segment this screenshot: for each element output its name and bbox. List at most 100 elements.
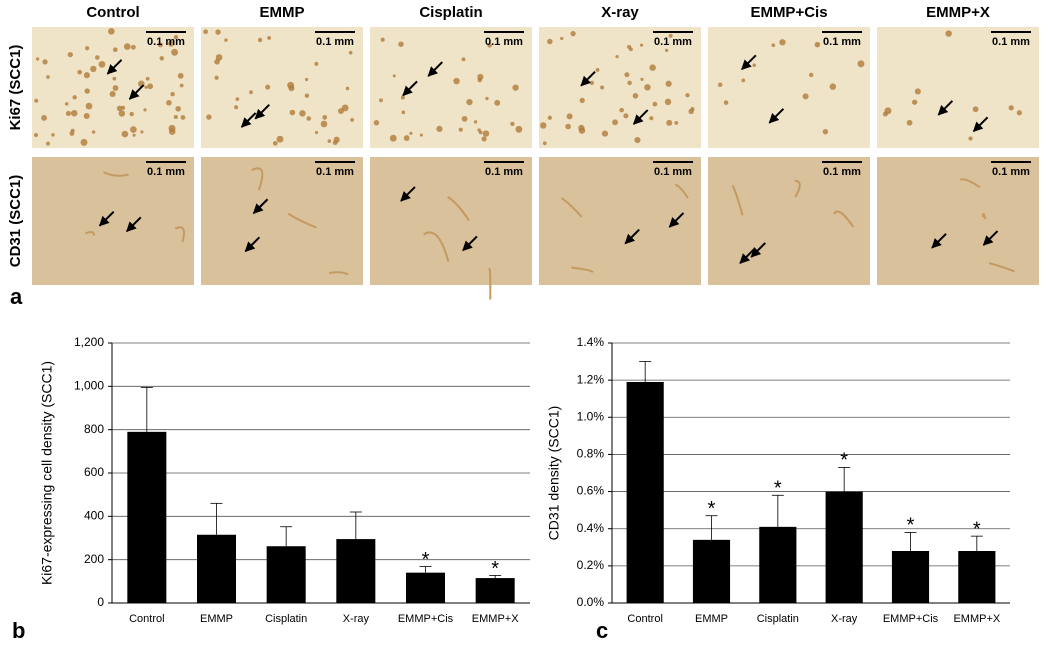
arrow (128, 84, 145, 100)
stained-cell (327, 139, 332, 143)
stained-cell (64, 102, 69, 106)
y-tick-label: 400 (84, 509, 104, 523)
stained-cell (632, 93, 639, 99)
stained-cell (644, 84, 651, 91)
significance-marker: * (491, 558, 499, 580)
stained-cell (84, 88, 90, 94)
stained-cell (542, 141, 547, 146)
stained-cell (91, 130, 96, 134)
stained-cell (674, 121, 679, 125)
bar (825, 491, 863, 603)
x-tick-label: EMMP+X (953, 613, 1000, 625)
x-tick-label: Control (129, 613, 164, 625)
arrow (580, 70, 596, 87)
stained-cell (215, 54, 223, 61)
arrow (240, 112, 257, 128)
column-header: X-ray (601, 4, 639, 21)
arrow (982, 230, 999, 246)
y-tick-label: 0.2% (577, 558, 605, 572)
stained-cell (857, 60, 865, 68)
stained-cell (494, 99, 501, 106)
stained-cell (337, 108, 344, 115)
error-bar (705, 515, 718, 540)
error-bar (489, 575, 502, 579)
stained-cell (173, 34, 179, 40)
stained-cell (83, 112, 90, 119)
stained-cell (287, 81, 295, 89)
stained-cell (566, 113, 573, 120)
stained-cell (171, 48, 179, 56)
vessel (674, 183, 689, 199)
stained-cell (168, 40, 175, 47)
y-tick-label: 1.4% (577, 335, 605, 349)
stained-cell (717, 82, 723, 88)
stained-cell (473, 120, 478, 124)
stained-cell (1016, 110, 1022, 116)
stained-cell (771, 43, 776, 48)
stained-cell (109, 90, 116, 98)
scale-bar-label: 0.1 mm (147, 36, 185, 48)
stained-cell (234, 105, 239, 110)
stained-cell (144, 85, 148, 89)
stained-cell (649, 116, 654, 121)
scale-bar-label: 0.1 mm (654, 166, 692, 178)
bar (475, 578, 515, 603)
stained-cell (41, 115, 47, 121)
stained-cell (180, 115, 186, 120)
stained-cell (968, 136, 973, 141)
vessel (833, 210, 855, 228)
stained-cell (306, 116, 312, 121)
stained-cell (83, 72, 91, 79)
x-tick-label: Cisplatin (265, 613, 307, 625)
bar (759, 526, 797, 603)
x-tick-label: EMMP+Cis (398, 613, 454, 625)
y-tick-label: 0.8% (577, 447, 605, 461)
error-bar (349, 511, 362, 540)
stained-cell (70, 109, 78, 117)
arrow (750, 242, 766, 258)
stained-cell (485, 96, 489, 101)
stained-cell (95, 55, 100, 60)
stained-cell (814, 41, 821, 48)
stained-cell (884, 107, 892, 115)
y-tick-label: 1,200 (74, 335, 104, 349)
vessel (731, 185, 744, 216)
stained-cell (373, 120, 380, 126)
stained-cell (436, 125, 443, 132)
stained-cell (175, 106, 181, 112)
arrow (254, 103, 270, 120)
vessel (102, 171, 129, 177)
arrow (931, 233, 947, 249)
stained-cell (147, 83, 154, 90)
arrow (106, 59, 123, 75)
stained-cell (80, 138, 88, 146)
stained-cell (77, 69, 83, 75)
y-tick-label: 200 (84, 552, 104, 566)
vessel (447, 196, 470, 222)
arrow (668, 212, 685, 228)
vessel (251, 167, 264, 191)
stained-cell (257, 37, 263, 43)
stained-cell (265, 84, 271, 90)
stained-cell (389, 134, 397, 142)
stained-cell (46, 75, 50, 79)
stained-cell (299, 110, 306, 117)
stained-cell (547, 38, 553, 45)
stained-cell (723, 100, 729, 105)
vessel (174, 226, 185, 243)
stained-cell (145, 76, 150, 81)
micrograph (708, 27, 870, 148)
stained-cell (589, 80, 595, 85)
row-label: Ki67 (SCC1) (7, 45, 24, 131)
stained-cell (453, 77, 460, 85)
stained-cell (123, 43, 131, 50)
stained-cell (914, 88, 921, 95)
scale-bar-label: 0.1 mm (823, 36, 861, 48)
vessel (287, 212, 317, 229)
y-axis-label: CD31 density (SCC1) (546, 406, 562, 541)
arrow (972, 116, 989, 133)
vessel (423, 231, 450, 263)
stained-cell (515, 125, 523, 133)
scale-bar-label: 0.1 mm (485, 166, 523, 178)
